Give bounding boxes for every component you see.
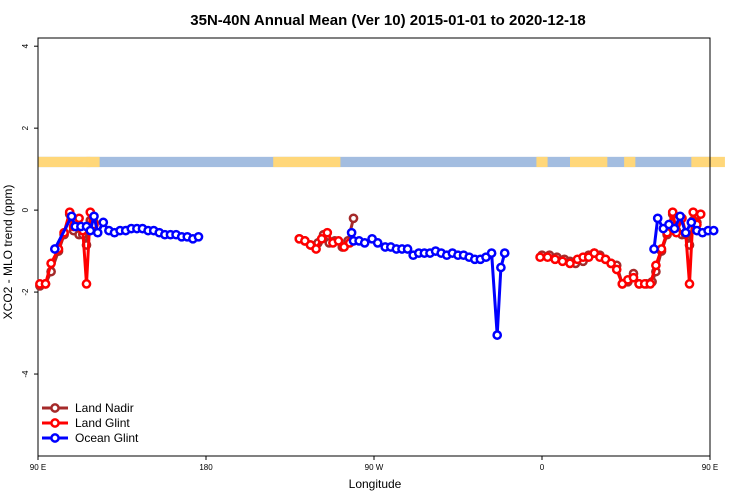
- land-band-segment: [624, 156, 636, 168]
- data-point: [611, 264, 622, 275]
- land-band-segment: [86, 156, 100, 168]
- data-point: [499, 248, 510, 258]
- data-point: [85, 225, 96, 236]
- legend-item: Land Glint: [42, 416, 130, 430]
- land-band-segment: [38, 156, 91, 168]
- plot-frame: [37, 37, 711, 457]
- data-point: [688, 207, 699, 218]
- data-point: [492, 330, 503, 340]
- data-point: [311, 244, 321, 254]
- data-point: [651, 260, 661, 271]
- data-point: [333, 236, 344, 246]
- data-point: [92, 227, 103, 238]
- data-point: [550, 254, 560, 265]
- data-point: [98, 217, 109, 228]
- legend-label: Land Nadir: [75, 401, 134, 415]
- x-tick-label: 0: [540, 463, 545, 472]
- legend-marker: [50, 418, 60, 428]
- legend-label: Ocean Glint: [75, 431, 139, 445]
- data-point: [74, 213, 84, 224]
- data-point: [565, 258, 575, 269]
- data-point: [675, 211, 685, 222]
- y-tick-label: 2: [21, 125, 30, 130]
- x-axis: 90 E 180 90 W 0 90 E: [30, 456, 718, 472]
- chart-title: 35N-40N Annual Mean (Ver 10) 2015-01-01 …: [190, 12, 585, 29]
- data-point: [46, 258, 56, 269]
- data-point: [372, 238, 383, 248]
- y-tick-label: -4: [21, 370, 30, 378]
- data-point: [66, 211, 77, 222]
- data-point: [81, 279, 92, 289]
- legend-label: Land Glint: [75, 416, 130, 430]
- data-point: [652, 213, 663, 224]
- data-point: [680, 227, 691, 238]
- data-point: [486, 248, 497, 258]
- data-point: [193, 231, 204, 242]
- y-axis: 4 2 0 -2 -4: [21, 43, 38, 378]
- land-band-segment: [570, 156, 608, 168]
- y-tick-label: 4: [21, 43, 30, 48]
- x-tick-label: 90 E: [30, 463, 46, 472]
- y-tick-label: 0: [21, 207, 30, 212]
- y-axis-label: XCO2 - MLO trend (ppm): [1, 185, 15, 320]
- data-point: [322, 227, 333, 238]
- land-band-segment: [273, 156, 341, 168]
- data-point: [645, 279, 656, 289]
- series-0: [35, 209, 702, 291]
- data-point: [49, 244, 60, 254]
- data-point: [695, 209, 706, 220]
- ocean-band: [38, 156, 710, 168]
- x-tick-label: 90 W: [365, 463, 384, 472]
- data-point: [359, 238, 370, 248]
- data-point: [667, 207, 678, 218]
- x-axis-label: Longitude: [349, 477, 402, 491]
- data-point: [656, 244, 667, 254]
- data-point: [535, 252, 545, 263]
- data-point: [402, 244, 413, 254]
- series-2: [49, 211, 719, 340]
- land-band-segment: [691, 156, 725, 168]
- land-band-segment: [536, 156, 548, 168]
- data-point: [557, 256, 568, 267]
- legend-marker: [50, 403, 60, 413]
- data-point: [628, 272, 639, 283]
- land-ocean-band: [38, 156, 725, 168]
- data-point: [346, 227, 357, 238]
- data-point: [686, 217, 697, 228]
- data-point: [89, 211, 99, 222]
- data-point: [40, 279, 51, 289]
- data-point: [496, 262, 506, 273]
- x-tick-label: 90 E: [702, 463, 718, 472]
- x-tick-label: 180: [199, 463, 213, 472]
- data-point: [606, 258, 616, 269]
- legend-marker: [50, 433, 60, 443]
- data-point: [669, 223, 680, 234]
- data-point: [348, 213, 359, 224]
- series-1: [35, 207, 706, 289]
- series-layer: [35, 207, 719, 340]
- data-point: [708, 225, 719, 236]
- data-point: [542, 252, 553, 263]
- data-point: [684, 279, 695, 289]
- y-tick-label: -2: [21, 288, 30, 296]
- data-point: [649, 244, 659, 254]
- legend-item: Ocean Glint: [42, 431, 139, 445]
- series-line: [350, 232, 507, 337]
- legend-item: Land Nadir: [42, 401, 134, 415]
- data-point: [316, 233, 327, 244]
